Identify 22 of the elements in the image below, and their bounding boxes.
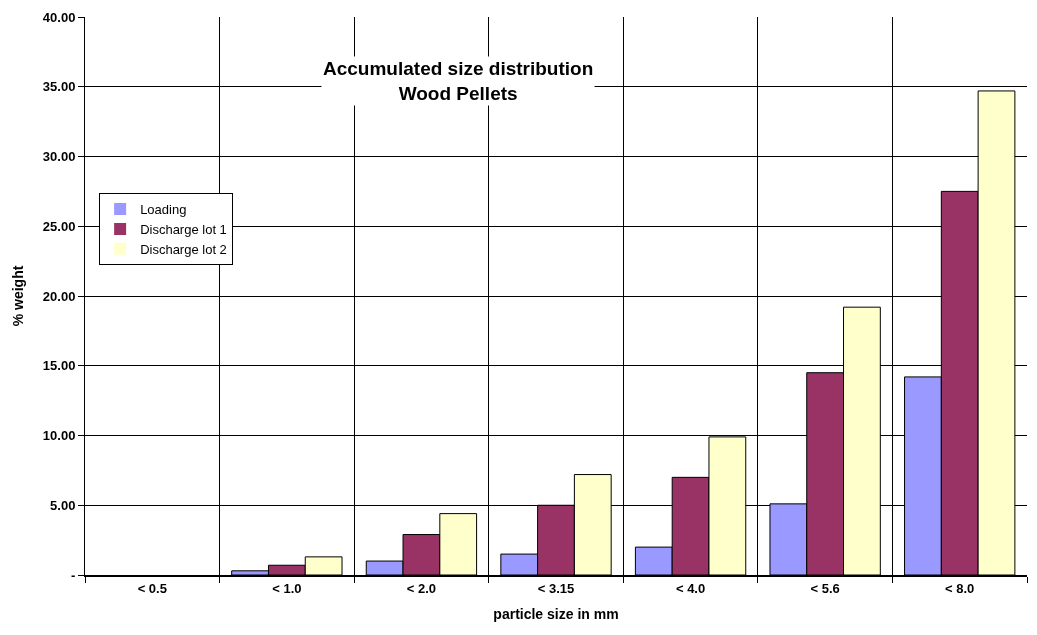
legend-label: Discharge lot 1 xyxy=(140,221,227,237)
y-tick-label: 5.00 xyxy=(50,497,76,513)
x-axis-title: particle size in mm xyxy=(493,606,619,623)
text: Accumulated size distribution Wood Pellets xyxy=(323,58,594,104)
y-tick-label: 10.00 xyxy=(42,428,76,444)
y-tick-label: 25.00 xyxy=(42,218,76,234)
y-tick-label: 30.00 xyxy=(42,149,76,165)
x-tick-label: < 3.15 xyxy=(537,580,575,596)
x-tick-label: < 0.5 xyxy=(137,580,167,596)
x-tick-label: < 1.0 xyxy=(272,580,302,596)
y-tick-label: - xyxy=(71,567,76,583)
x-tick-label: < 4.0 xyxy=(675,580,706,596)
legend-label: Discharge lot 2 xyxy=(140,241,227,257)
y-tick-label: 40.00 xyxy=(42,9,76,25)
x-tick-label: < 2.0 xyxy=(406,580,437,596)
y-axis-title: % weight xyxy=(10,265,27,327)
legend-label: Loading xyxy=(140,202,187,218)
y-tick-label: 15.00 xyxy=(42,358,76,374)
x-tick-label: < 5.6 xyxy=(810,580,840,596)
y-tick-label: 20.00 xyxy=(42,288,76,304)
x-tick-label: < 8.0 xyxy=(945,580,975,596)
y-tick-label: 35.00 xyxy=(42,79,76,95)
